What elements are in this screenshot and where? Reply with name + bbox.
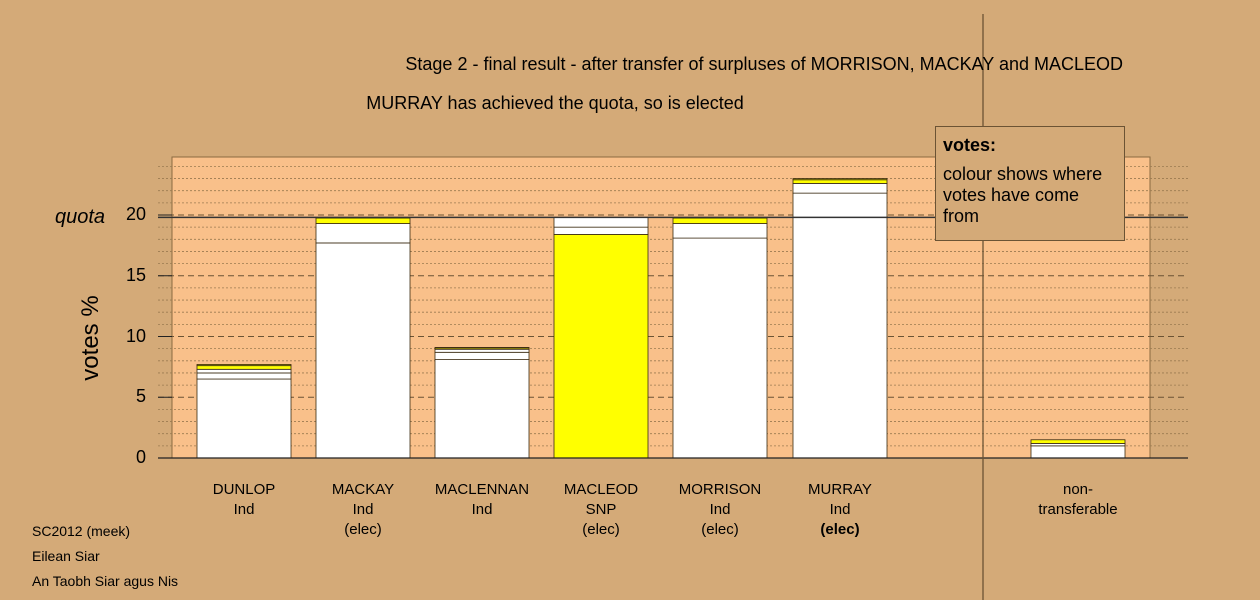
bar-macleod bbox=[553, 217, 649, 459]
bar-segment bbox=[434, 359, 530, 459]
category-name: MACLENNAN bbox=[434, 481, 530, 498]
category-name: transferable bbox=[1038, 501, 1118, 518]
category-party: Ind bbox=[352, 501, 374, 518]
bar-nontransferable bbox=[1030, 439, 1126, 459]
bars bbox=[196, 178, 1126, 459]
category-name: MACLEOD bbox=[563, 481, 639, 498]
bar-segment bbox=[672, 217, 768, 224]
bar-segment bbox=[792, 192, 888, 459]
y-tick-label: 20 bbox=[125, 204, 146, 224]
bar-segment bbox=[196, 368, 292, 374]
bar-segment bbox=[1030, 445, 1126, 459]
y-tick-label: 0 bbox=[135, 447, 146, 467]
bar-murray bbox=[792, 178, 888, 459]
bar-morrison bbox=[672, 217, 768, 459]
bar-segment bbox=[196, 372, 292, 380]
bar-segment bbox=[792, 179, 888, 184]
legend-text: colour shows where votes have come from bbox=[943, 164, 1103, 226]
bar-segment bbox=[196, 378, 292, 459]
category-status: (elec) bbox=[582, 521, 620, 538]
category-label: MURRAY Ind (elec) bbox=[780, 480, 900, 540]
category-label: DUNLOP Ind bbox=[184, 480, 304, 520]
category-party: Ind bbox=[233, 501, 255, 518]
bar-segment bbox=[434, 348, 530, 353]
bar-segment bbox=[672, 223, 768, 239]
category-label: MACLENNAN Ind bbox=[422, 480, 542, 520]
category-label: MACLEOD SNP (elec) bbox=[541, 480, 661, 540]
bar-segment bbox=[1030, 439, 1126, 444]
category-name: MACKAY bbox=[331, 481, 395, 498]
category-name: DUNLOP bbox=[212, 481, 276, 498]
y-tick-label: 10 bbox=[125, 325, 146, 346]
category-party: Ind bbox=[829, 501, 851, 518]
bar-segment bbox=[315, 217, 411, 224]
quota-label: quota bbox=[55, 206, 106, 228]
bar-segment bbox=[196, 365, 292, 370]
category-name: MORRISON bbox=[678, 481, 762, 498]
bar-segment bbox=[315, 242, 411, 459]
y-tick-label: 5 bbox=[135, 386, 146, 407]
bar-segment bbox=[672, 237, 768, 459]
chart-title: Stage 2 - final result - after transfer … bbox=[405, 54, 1123, 74]
category-label: non-transferable bbox=[1018, 480, 1138, 520]
bar-segment bbox=[792, 183, 888, 194]
category-label: MORRISON Ind (elec) bbox=[660, 480, 780, 540]
bar-dunlop bbox=[196, 364, 292, 459]
bar-segment bbox=[434, 351, 530, 360]
legend-title: votes: bbox=[943, 135, 997, 155]
bar-segment bbox=[553, 226, 649, 235]
footer-line-3: An Taobh Siar agus Nis bbox=[32, 573, 179, 589]
footer-line-1: SC2012 (meek) bbox=[32, 523, 131, 539]
category-label: MACKAY Ind (elec) bbox=[303, 480, 423, 540]
category-status: (elec) bbox=[820, 521, 860, 538]
category-status: (elec) bbox=[701, 521, 739, 538]
bar-segment bbox=[434, 347, 530, 349]
legend-box: votes: colour shows where votes have com… bbox=[935, 126, 1125, 241]
category-name: MURRAY bbox=[808, 481, 872, 498]
bar-maclennan bbox=[434, 347, 530, 459]
category-status: (elec) bbox=[344, 521, 382, 538]
bar-segment bbox=[315, 223, 411, 244]
bar-segment bbox=[553, 234, 649, 459]
bar-segment bbox=[792, 178, 888, 181]
bar-segment bbox=[196, 364, 292, 367]
category-party: Ind bbox=[709, 501, 731, 518]
category-party: Ind bbox=[471, 501, 493, 518]
chart-subtitle: MURRAY has achieved the quota, so is ele… bbox=[366, 93, 744, 113]
bar-segment bbox=[553, 217, 649, 228]
bar-mackay bbox=[315, 217, 411, 459]
y-tick-label: 15 bbox=[125, 264, 146, 285]
category-party: SNP bbox=[585, 501, 617, 518]
footer-line-2: Eilean Siar bbox=[32, 548, 100, 564]
category-name: non- bbox=[1062, 481, 1094, 498]
